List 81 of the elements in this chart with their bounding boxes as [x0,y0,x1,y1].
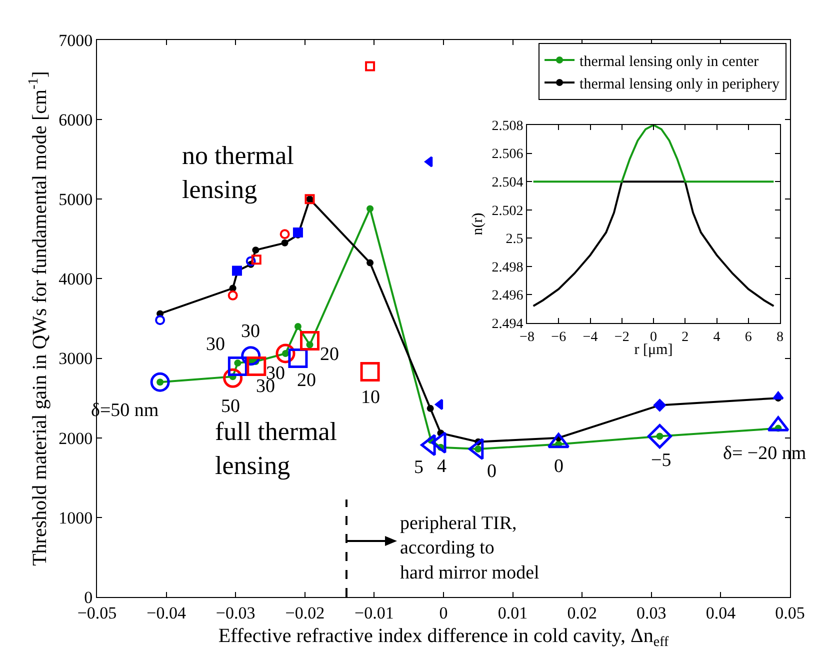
x-tick-label: −4 [582,330,598,345]
annotation: 20 [297,370,316,391]
y-tick-label: 2.508 [492,118,524,134]
y-tick-label: 2.498 [492,260,524,276]
y-tick-label: 7000 [58,30,93,50]
x-tick-label: −0.04 [146,603,186,622]
y-tick-label: 2.496 [492,288,524,304]
annotation: peripheral TIR, according to hard mirror model [400,513,540,584]
legend-label: thermal lensing only in center [580,54,759,70]
point [280,229,290,240]
y-tick-label: 2.494 [492,316,524,332]
x-axis-title: r [μm] [634,342,673,358]
point [292,228,303,238]
point [246,356,266,376]
x-tick-label: 0 [439,603,448,622]
x-tick-label: 0.03 [636,603,666,622]
annotation: 30 [241,321,260,342]
point [223,368,243,388]
point [252,246,260,254]
line-series [532,180,775,308]
x-tick-label: 0.04 [706,603,736,622]
x-tick-label: 0 [650,330,657,345]
line-series [532,125,775,183]
point [647,424,672,449]
y-tick-label: 1000 [58,508,93,528]
y-tick-label: 2.5 [506,232,524,248]
annotation: 10 [361,387,380,408]
x-axis-title: Effective refractive index difference in cold cavity, Δn$_{eff}$ [218,624,670,650]
annotation: 30 [206,334,225,355]
x-tick-label: 4 [713,330,720,345]
x-tick-label: −2 [614,330,630,345]
x-tick-label: −6 [551,330,566,345]
annotation: 4 [437,456,447,477]
y-tick-label: 2000 [58,428,93,448]
point [300,331,320,351]
y-tick-label: 6000 [58,110,93,130]
x-tick-label: −0.02 [285,603,325,622]
point [772,391,784,400]
point [281,239,288,246]
point [241,346,261,366]
y-axis-title: n(r) [470,212,486,236]
point [426,404,434,412]
x-tick-label: −0.01 [354,603,394,622]
point [306,341,314,348]
annotation: 0 [554,456,564,477]
annotation: −5 [651,450,672,471]
point [654,399,666,412]
point [424,156,433,168]
x-tick-label: −0.03 [216,603,256,622]
annotation: 50 [221,396,240,417]
x-tick-label: 0.05 [775,603,805,622]
point [365,61,376,72]
annotation: no thermal lensing [182,141,294,204]
point [294,322,302,330]
annotation: 20 [320,344,339,365]
y-tick-label: 3000 [58,349,93,368]
point [150,372,170,392]
x-tick-label: 6 [744,330,752,345]
point [232,266,242,276]
point [228,356,248,376]
annotation: 5 [414,457,424,478]
point [155,315,166,326]
point [366,259,374,266]
y-tick-label: 4000 [58,270,93,289]
point [360,362,380,382]
y-tick-label: 2.506 [492,147,524,162]
y-tick-label: 2.502 [492,204,524,219]
y-tick-label: 2.504 [492,175,524,190]
legend-label: thermal lensing only in periphery [580,76,780,92]
point [435,398,444,410]
point [366,205,374,212]
x-tick-label: 2 [682,330,689,345]
x-tick-label: 8 [776,330,784,345]
x-tick-label: −8 [520,330,534,345]
point [228,290,238,300]
annotation: full thermal lensing [215,417,338,480]
x-tick-label: 0.02 [567,603,597,622]
point [246,256,256,266]
x-tick-label: 0.01 [498,603,528,622]
y-tick-label: 5000 [58,190,93,210]
point [251,254,262,265]
